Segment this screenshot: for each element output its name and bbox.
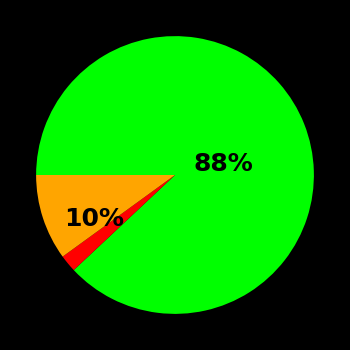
Text: 10%: 10%: [64, 208, 125, 231]
Wedge shape: [36, 36, 314, 314]
Wedge shape: [63, 175, 175, 270]
Text: 88%: 88%: [194, 152, 253, 176]
Wedge shape: [36, 175, 175, 257]
